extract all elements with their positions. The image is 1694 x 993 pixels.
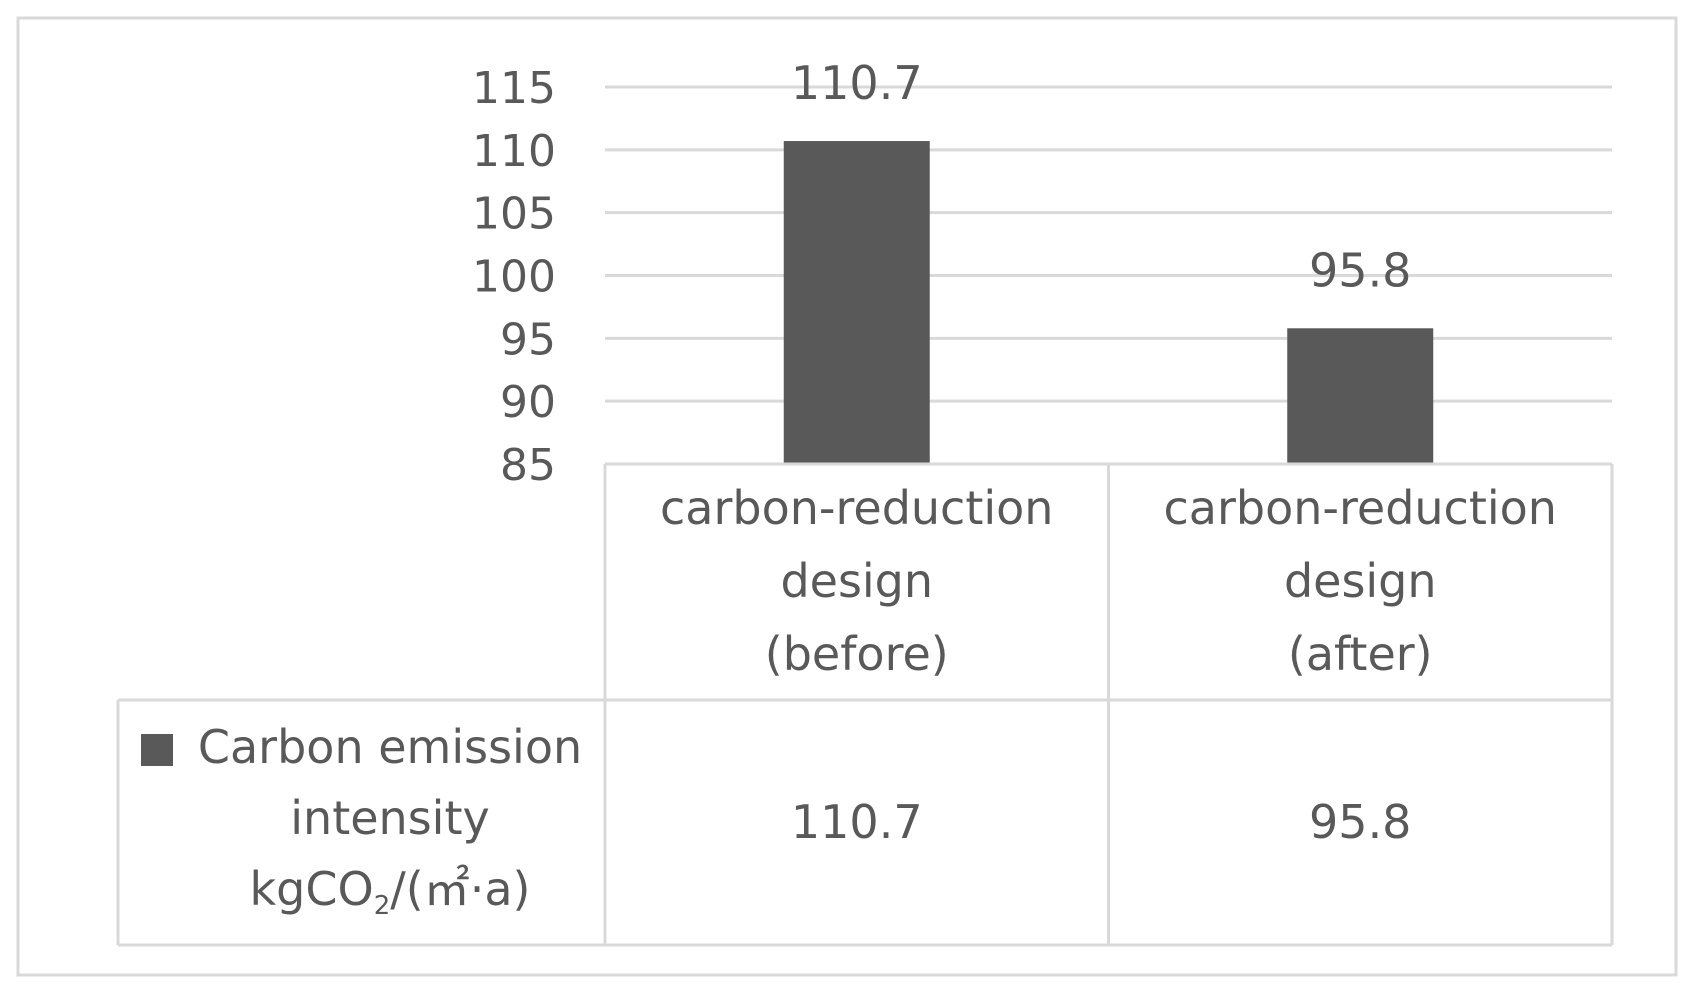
data-labels: 110.7 95.8 [791, 56, 1412, 297]
series-name-line-1: Carbon emission [198, 720, 582, 774]
unit-prefix: kgCO [250, 862, 374, 916]
y-tick-label: 90 [500, 377, 556, 428]
unit-suffix: /(㎡·a) [390, 862, 530, 916]
category-label-line: design [780, 554, 933, 608]
bar-data-label: 95.8 [1309, 243, 1411, 297]
category-label-line: (before) [765, 627, 949, 681]
category-label-line: carbon-reduction [660, 481, 1053, 535]
category-labels: carbon-reduction design (before) carbon-red… [660, 481, 1557, 681]
unit-subscript: 2 [374, 891, 391, 921]
table-value-cell: 110.7 [791, 795, 923, 849]
y-tick-label: 95 [500, 314, 556, 365]
series-name-line-2: intensity [290, 791, 489, 845]
bar [1287, 328, 1434, 464]
y-tick-label: 100 [472, 252, 556, 303]
y-tick-label: 115 [472, 63, 556, 114]
bars [783, 141, 1434, 464]
gridlines [605, 85, 1612, 403]
table-value-cell: 95.8 [1309, 795, 1411, 849]
y-tick-label: 110 [472, 126, 556, 177]
category-label-line: design [1284, 554, 1437, 608]
legend-key [141, 734, 173, 766]
bar-data-label: 110.7 [791, 56, 923, 110]
category-label-line: carbon-reduction [1164, 481, 1557, 535]
series-unit: kgCO2/(㎡·a) [250, 862, 531, 921]
legend-cell: Carbon emission intensity kgCO2/(㎡·a) [141, 720, 582, 921]
category-label-line: (after) [1288, 627, 1433, 681]
y-tick-label: 105 [472, 189, 556, 240]
data-table: 110.7 95.8 [116, 462, 1614, 947]
y-axis: 85 90 95 100 105 110 115 [472, 63, 556, 491]
bar [783, 141, 930, 464]
y-tick-label: 85 [500, 440, 556, 491]
